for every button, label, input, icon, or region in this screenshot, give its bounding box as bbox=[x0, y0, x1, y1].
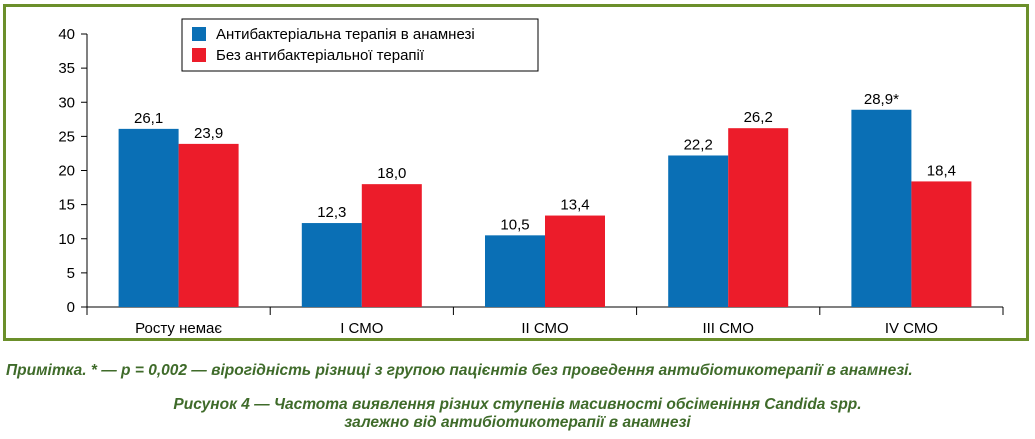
figure-caption-line2: залежно від антибіотикотерапії в анамнез… bbox=[344, 414, 691, 431]
legend-label: Антибактеріальна терапія в анамнезі bbox=[216, 26, 475, 43]
y-tick-label: 20 bbox=[58, 163, 75, 180]
data-label: 13,4 bbox=[560, 197, 589, 214]
data-label: 28,9* bbox=[864, 91, 899, 108]
x-tick-label: Росту немає bbox=[135, 320, 222, 337]
bar-series-2 bbox=[361, 184, 422, 307]
bar-series-1 bbox=[301, 223, 362, 307]
legend-swatch bbox=[192, 48, 206, 62]
bar-series-1 bbox=[668, 155, 729, 307]
y-tick-label: 35 bbox=[58, 60, 75, 77]
x-tick-label: III СМО bbox=[702, 320, 754, 337]
y-tick-label: 15 bbox=[58, 197, 75, 214]
figure-note: Примітка. * — р = 0,002 — вірогідність р… bbox=[6, 362, 913, 379]
data-label: 22,2 bbox=[684, 136, 713, 153]
bar-series-2 bbox=[728, 128, 789, 307]
data-label: 12,3 bbox=[317, 204, 346, 221]
x-tick-label: I СМО bbox=[340, 320, 383, 337]
x-tick-label: IV СМО bbox=[885, 320, 938, 337]
bar-series-1 bbox=[485, 235, 545, 307]
legend-label: Без антибактеріальної терапії bbox=[216, 47, 425, 64]
x-tick-label: II СМО bbox=[521, 320, 568, 337]
y-tick-label: 0 bbox=[67, 299, 75, 316]
data-label: 23,9 bbox=[194, 125, 223, 142]
y-tick-label: 5 bbox=[67, 265, 75, 282]
bar-series-1 bbox=[118, 128, 179, 307]
bar-chart: 0 5 10 15 20 25 30 35 40 Росту немає 26,1 23,9 I СМО… bbox=[58, 18, 1004, 337]
bar-series-2 bbox=[545, 215, 605, 307]
bar-series-1 bbox=[851, 109, 912, 307]
chart-frame: 0 5 10 15 20 25 30 35 40 Росту немає 26,1 23,9 I СМО… bbox=[3, 4, 1029, 341]
legend-swatch bbox=[192, 27, 206, 41]
data-label: 10,5 bbox=[500, 216, 529, 233]
y-tick-label: 30 bbox=[58, 94, 75, 111]
y-tick-label: 25 bbox=[58, 128, 75, 145]
data-label: 18,0 bbox=[377, 165, 406, 182]
data-label: 26,1 bbox=[134, 110, 163, 127]
legend-box bbox=[181, 18, 539, 72]
y-tick-label: 40 bbox=[58, 26, 75, 43]
data-label: 18,4 bbox=[927, 162, 956, 179]
figure-caption-line1: Рисунок 4 — Частота виявлення різних сту… bbox=[173, 396, 862, 413]
y-tick-label: 10 bbox=[58, 231, 75, 248]
bar-series-2 bbox=[178, 143, 239, 307]
bar-series-2 bbox=[911, 181, 972, 307]
data-label: 26,2 bbox=[744, 109, 773, 126]
